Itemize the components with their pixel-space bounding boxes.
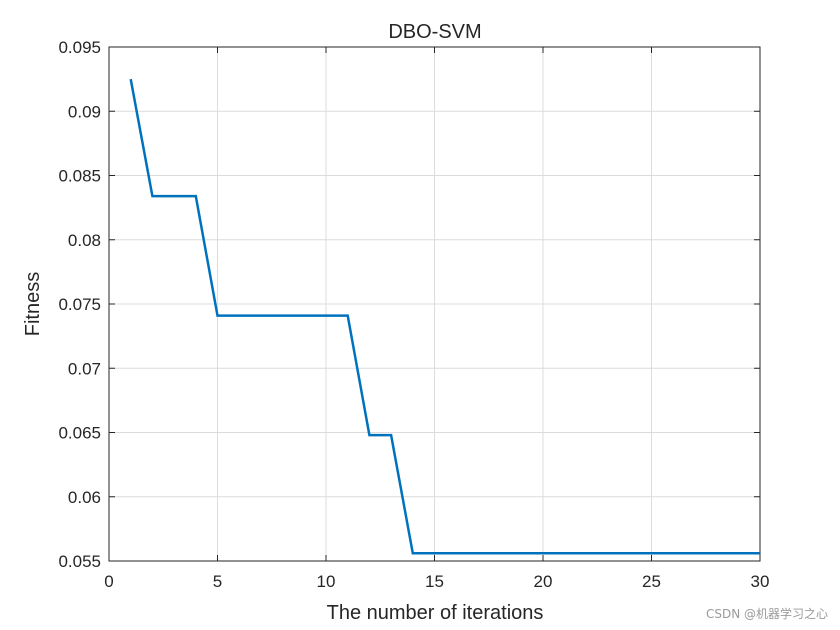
x-tick-label: 20 xyxy=(534,572,553,591)
y-tick-label: 0.08 xyxy=(68,231,101,250)
x-tick-labels: 0 5 10 15 20 25 30 xyxy=(104,572,769,591)
x-tick-label: 30 xyxy=(751,572,770,591)
y-tick-label: 0.095 xyxy=(58,38,101,57)
y-tick-label: 0.07 xyxy=(68,359,101,378)
y-tick-label: 0.085 xyxy=(58,167,101,186)
x-tick-label: 5 xyxy=(213,572,222,591)
y-tick-label: 0.06 xyxy=(68,488,101,507)
series-line-dbo-svm xyxy=(129,78,760,555)
ticks xyxy=(108,46,761,562)
x-tick-label: 15 xyxy=(425,572,444,591)
x-tick-label: 0 xyxy=(104,572,113,591)
y-tick-label: 0.075 xyxy=(58,295,101,314)
y-tick-labels: 0.055 0.06 0.065 0.07 0.075 0.08 0.085 0.09 0.09… xyxy=(58,38,101,571)
grid xyxy=(109,47,760,561)
y-axis-label: Fitness xyxy=(22,272,44,336)
watermark: CSDN @机器学习之心 xyxy=(705,607,828,621)
y-tick-label: 0.09 xyxy=(68,102,101,121)
y-tick-label: 0.055 xyxy=(58,552,101,571)
x-tick-label: 10 xyxy=(317,572,336,591)
y-tick-label: 0.065 xyxy=(58,424,101,443)
x-tick-label: 25 xyxy=(642,572,661,591)
x-axis-label: The number of iterations xyxy=(327,602,544,624)
chart-title: DBO-SVM xyxy=(388,21,481,43)
